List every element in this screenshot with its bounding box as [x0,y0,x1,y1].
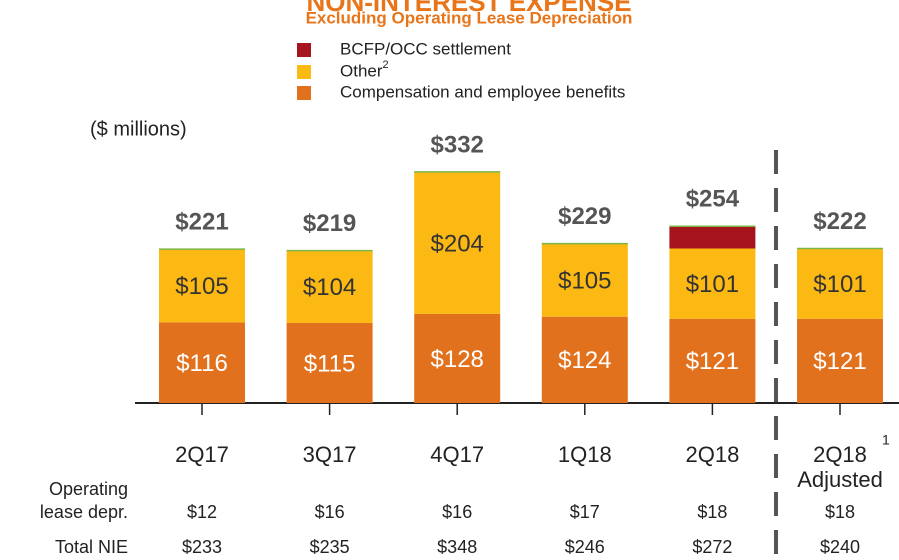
bar-segment [669,226,756,249]
bar-segment [541,243,628,317]
chart-subtitle: Excluding Operating Lease Depreciation [306,8,633,27]
value-label: $121 [686,348,739,375]
total-label: $229 [558,203,611,230]
value-label: $104 [303,274,356,301]
legend-label: Other2 [340,59,389,81]
value-label: $105 [175,273,228,300]
x-tick-note: 1 [882,432,890,448]
bar-segment [286,250,373,323]
x-tick-label: 3Q17 [303,442,357,467]
row-label: lease depr. [40,502,128,522]
table-cell: $235 [310,537,350,557]
bar-segment [159,322,245,403]
bar-segment [414,313,501,403]
value-label: $121 [813,348,866,375]
total-label: $219 [303,210,356,237]
value-label: $115 [304,350,356,377]
x-tick-label: 4Q17 [430,442,484,467]
table-cell: $272 [692,537,732,557]
value-label: $204 [431,230,484,257]
bar-segment [414,171,501,314]
bar-segment [159,249,245,323]
table-cell: $240 [820,537,860,557]
table-cell: $246 [565,537,605,557]
legend-swatch [297,86,311,100]
bar-segment [797,318,883,403]
table-cell: $233 [182,537,222,557]
value-label: $124 [558,347,611,374]
legend-label: BCFP/OCC settlement [340,39,511,58]
total-label: $332 [431,131,484,158]
value-label: $116 [176,350,228,377]
row-label: Operating [49,479,128,499]
value-label: $101 [813,271,866,298]
units-label: ($ millions) [90,118,187,140]
table-cell: $17 [570,502,600,522]
legend-note: 2 [383,59,389,71]
table-cell: $12 [187,502,217,522]
bar-segment [797,248,883,319]
x-tick-label: 2Q18 [813,442,867,467]
bar-segment [541,316,628,403]
x-tick-label: 2Q18 [685,442,739,467]
table-cell: $348 [437,537,477,557]
table-cell: $16 [442,502,472,522]
value-label: $128 [431,346,484,373]
total-label: $222 [813,208,866,235]
bar-segment [669,318,756,403]
total-label: $254 [686,186,740,213]
value-label: $105 [558,267,611,294]
legend-swatch [297,43,311,57]
table-cell: $16 [315,502,345,522]
table-cell: $18 [825,502,855,522]
row-label: Total NIE [55,537,128,557]
table-cell: $18 [697,502,727,522]
x-tick-label: 2Q17 [175,442,229,467]
bar-segment [286,322,373,403]
value-label: $101 [686,271,739,298]
legend-swatch [297,65,311,79]
x-tick-sublabel: Adjusted [797,467,883,492]
legend-label: Compensation and employee benefits [340,82,625,101]
bar-segment [669,248,756,319]
total-label: $221 [175,209,228,236]
chart-title: NON-INTEREST EXPENSE [306,0,631,17]
x-tick-label: 1Q18 [558,442,612,467]
